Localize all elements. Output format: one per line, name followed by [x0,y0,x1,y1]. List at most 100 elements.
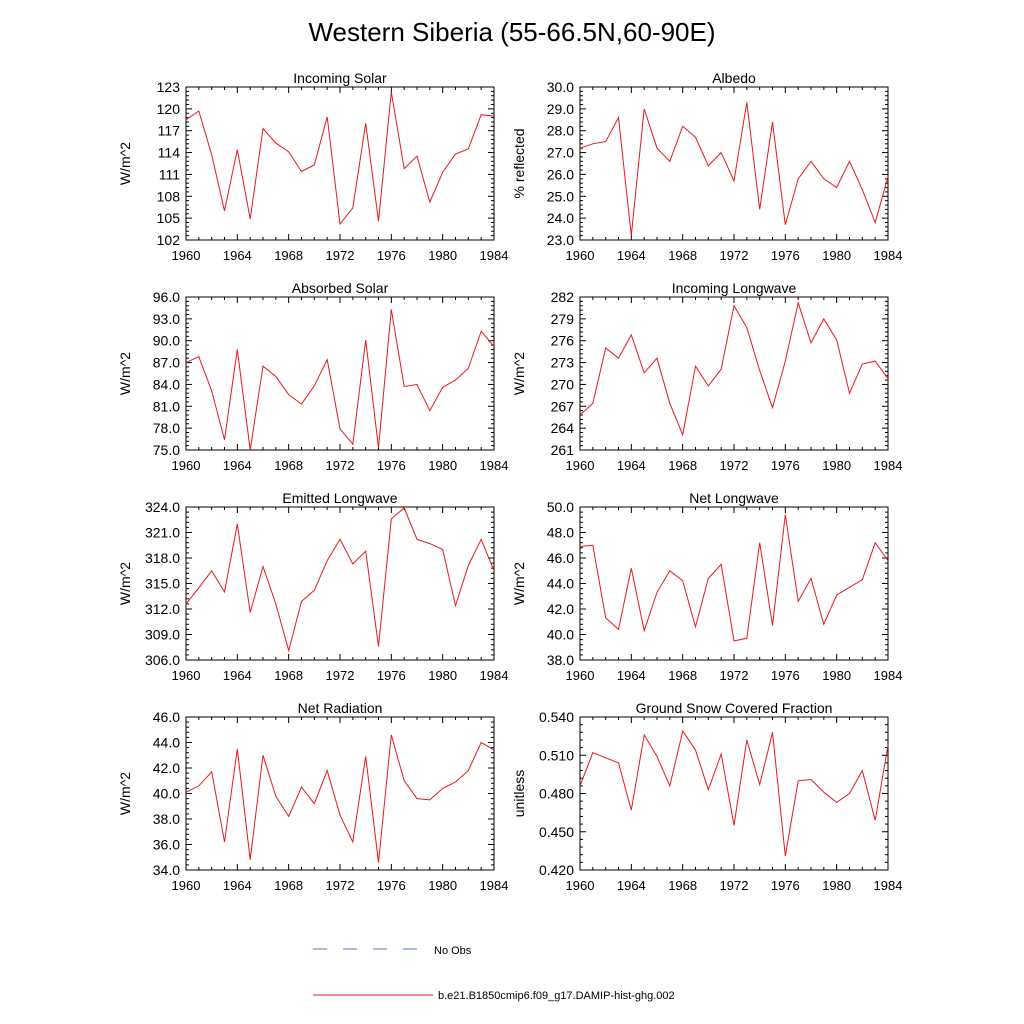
series-line [579,300,889,437]
x-tick-label: 1968 [274,878,303,893]
x-tick-label: 1980 [428,668,457,683]
x-tick-label: 1980 [428,248,457,263]
x-tick-label: 1984 [480,248,509,263]
y-tick-label: 306.0 [145,652,180,668]
x-tick-label: 1976 [377,878,406,893]
y-axis-label: W/m^2 [117,562,133,605]
panel-title: Incoming Solar [293,70,387,86]
y-tick-label: 264 [551,420,575,436]
y-tick-label: 120 [157,101,181,117]
x-tick-label: 1960 [172,248,201,263]
y-tick-label: 78.0 [153,420,180,436]
y-tick-label: 261 [551,442,575,458]
x-tick-label: 1968 [274,668,303,683]
y-tick-label: 270 [551,376,575,392]
y-tick-label: 44.0 [153,735,180,751]
panel-title: Net Longwave [689,490,779,506]
x-tick-label: 1968 [274,458,303,473]
y-axis-label: W/m^2 [511,352,527,395]
x-tick-label: 1972 [720,458,749,473]
y-tick-label: 46.0 [547,550,574,566]
y-tick-label: 25.0 [547,188,574,204]
x-tick-label: 1980 [428,458,457,473]
x-tick-label: 1980 [822,458,851,473]
x-tick-label: 1976 [771,668,800,683]
x-tick-label: 1980 [822,878,851,893]
y-tick-label: 273 [551,355,575,371]
y-axis-label: unitless [511,770,527,817]
x-tick-label: 1984 [874,458,903,473]
y-tick-label: 42.0 [153,760,180,776]
panel-title: Albedo [712,70,756,86]
y-tick-label: 42.0 [547,601,574,617]
y-tick-label: 93.0 [153,311,180,327]
x-tick-label: 1968 [668,668,697,683]
x-tick-label: 1984 [480,878,509,893]
y-axis-label: W/m^2 [117,772,133,815]
x-tick-label: 1984 [874,248,903,263]
panels: Incoming Solar W/m^2 102 105 108 111 114 117 120… [117,70,902,893]
y-tick-label: 276 [551,333,575,349]
y-tick-label: 282 [551,289,575,305]
x-tick-label: 1964 [617,668,646,683]
x-tick-label: 1964 [617,248,646,263]
y-tick-label: 44.0 [547,576,574,592]
legend: No Obs b.e21.B1850cmip6.f09_g17.DAMIP-hi… [313,945,675,1002]
x-tick-label: 1976 [771,248,800,263]
plot-frame [579,86,889,241]
panel-title: Absorbed Solar [292,280,389,296]
y-tick-label: 123 [157,79,181,95]
y-tick-label: 34.0 [153,862,180,878]
x-tick-label: 1964 [223,458,252,473]
series-line [185,92,495,226]
y-tick-label: 312.0 [145,601,180,617]
panel-title: Ground Snow Covered Fraction [636,700,833,716]
y-axis-label: W/m^2 [511,562,527,605]
y-tick-label: 279 [551,311,575,327]
x-tick-label: 1972 [326,668,355,683]
x-tick-label: 1976 [377,668,406,683]
y-tick-label: 96.0 [153,289,180,305]
plot-frame [579,296,889,451]
plot-frame [579,716,889,871]
y-tick-label: 0.480 [539,786,574,802]
x-tick-label: 1980 [822,668,851,683]
x-tick-label: 1984 [874,668,903,683]
x-tick-label: 1968 [668,458,697,473]
x-tick-label: 1964 [223,248,252,263]
y-tick-label: 26.0 [547,166,574,182]
x-tick-label: 1968 [274,248,303,263]
y-tick-label: 36.0 [153,837,180,853]
x-tick-label: 1980 [428,878,457,893]
x-tick-label: 1972 [720,248,749,263]
figure-title: Western Siberia (55-66.5N,60-90E) [308,17,715,47]
y-tick-label: 24.0 [547,210,574,226]
y-tick-label: 321.0 [145,525,180,541]
x-tick-label: 1960 [566,668,595,683]
panel-title: Incoming Longwave [672,280,797,296]
x-tick-label: 1968 [668,248,697,263]
y-tick-label: 0.450 [539,824,574,840]
legend-obs-label: No Obs [434,945,472,957]
x-tick-label: 1960 [172,458,201,473]
y-tick-label: 0.420 [539,862,574,878]
plot-frame [579,506,889,661]
x-tick-label: 1984 [874,878,903,893]
y-tick-label: 75.0 [153,442,180,458]
y-tick-label: 84.0 [153,376,180,392]
y-tick-label: 315.0 [145,576,180,592]
panel-5: Emitted Longwave W/m^2 306.0 309.0 312.0 315.… [117,490,508,683]
x-tick-label: 1960 [172,878,201,893]
series-line [185,507,495,653]
legend-model-label: b.e21.B1850cmip6.f09_g17.DAMIP-hist-ghg.… [438,990,675,1002]
y-tick-label: 267 [551,398,575,414]
y-tick-label: 40.0 [547,627,574,643]
x-tick-label: 1964 [617,458,646,473]
plot-frame [185,506,495,661]
plot-frame [185,716,495,871]
y-tick-label: 0.510 [539,747,574,763]
panel-title: Net Radiation [298,700,383,716]
panel-8: Ground Snow Covered Fraction unitless 0.42… [511,700,902,893]
x-tick-label: 1972 [326,878,355,893]
series-line [185,734,495,863]
